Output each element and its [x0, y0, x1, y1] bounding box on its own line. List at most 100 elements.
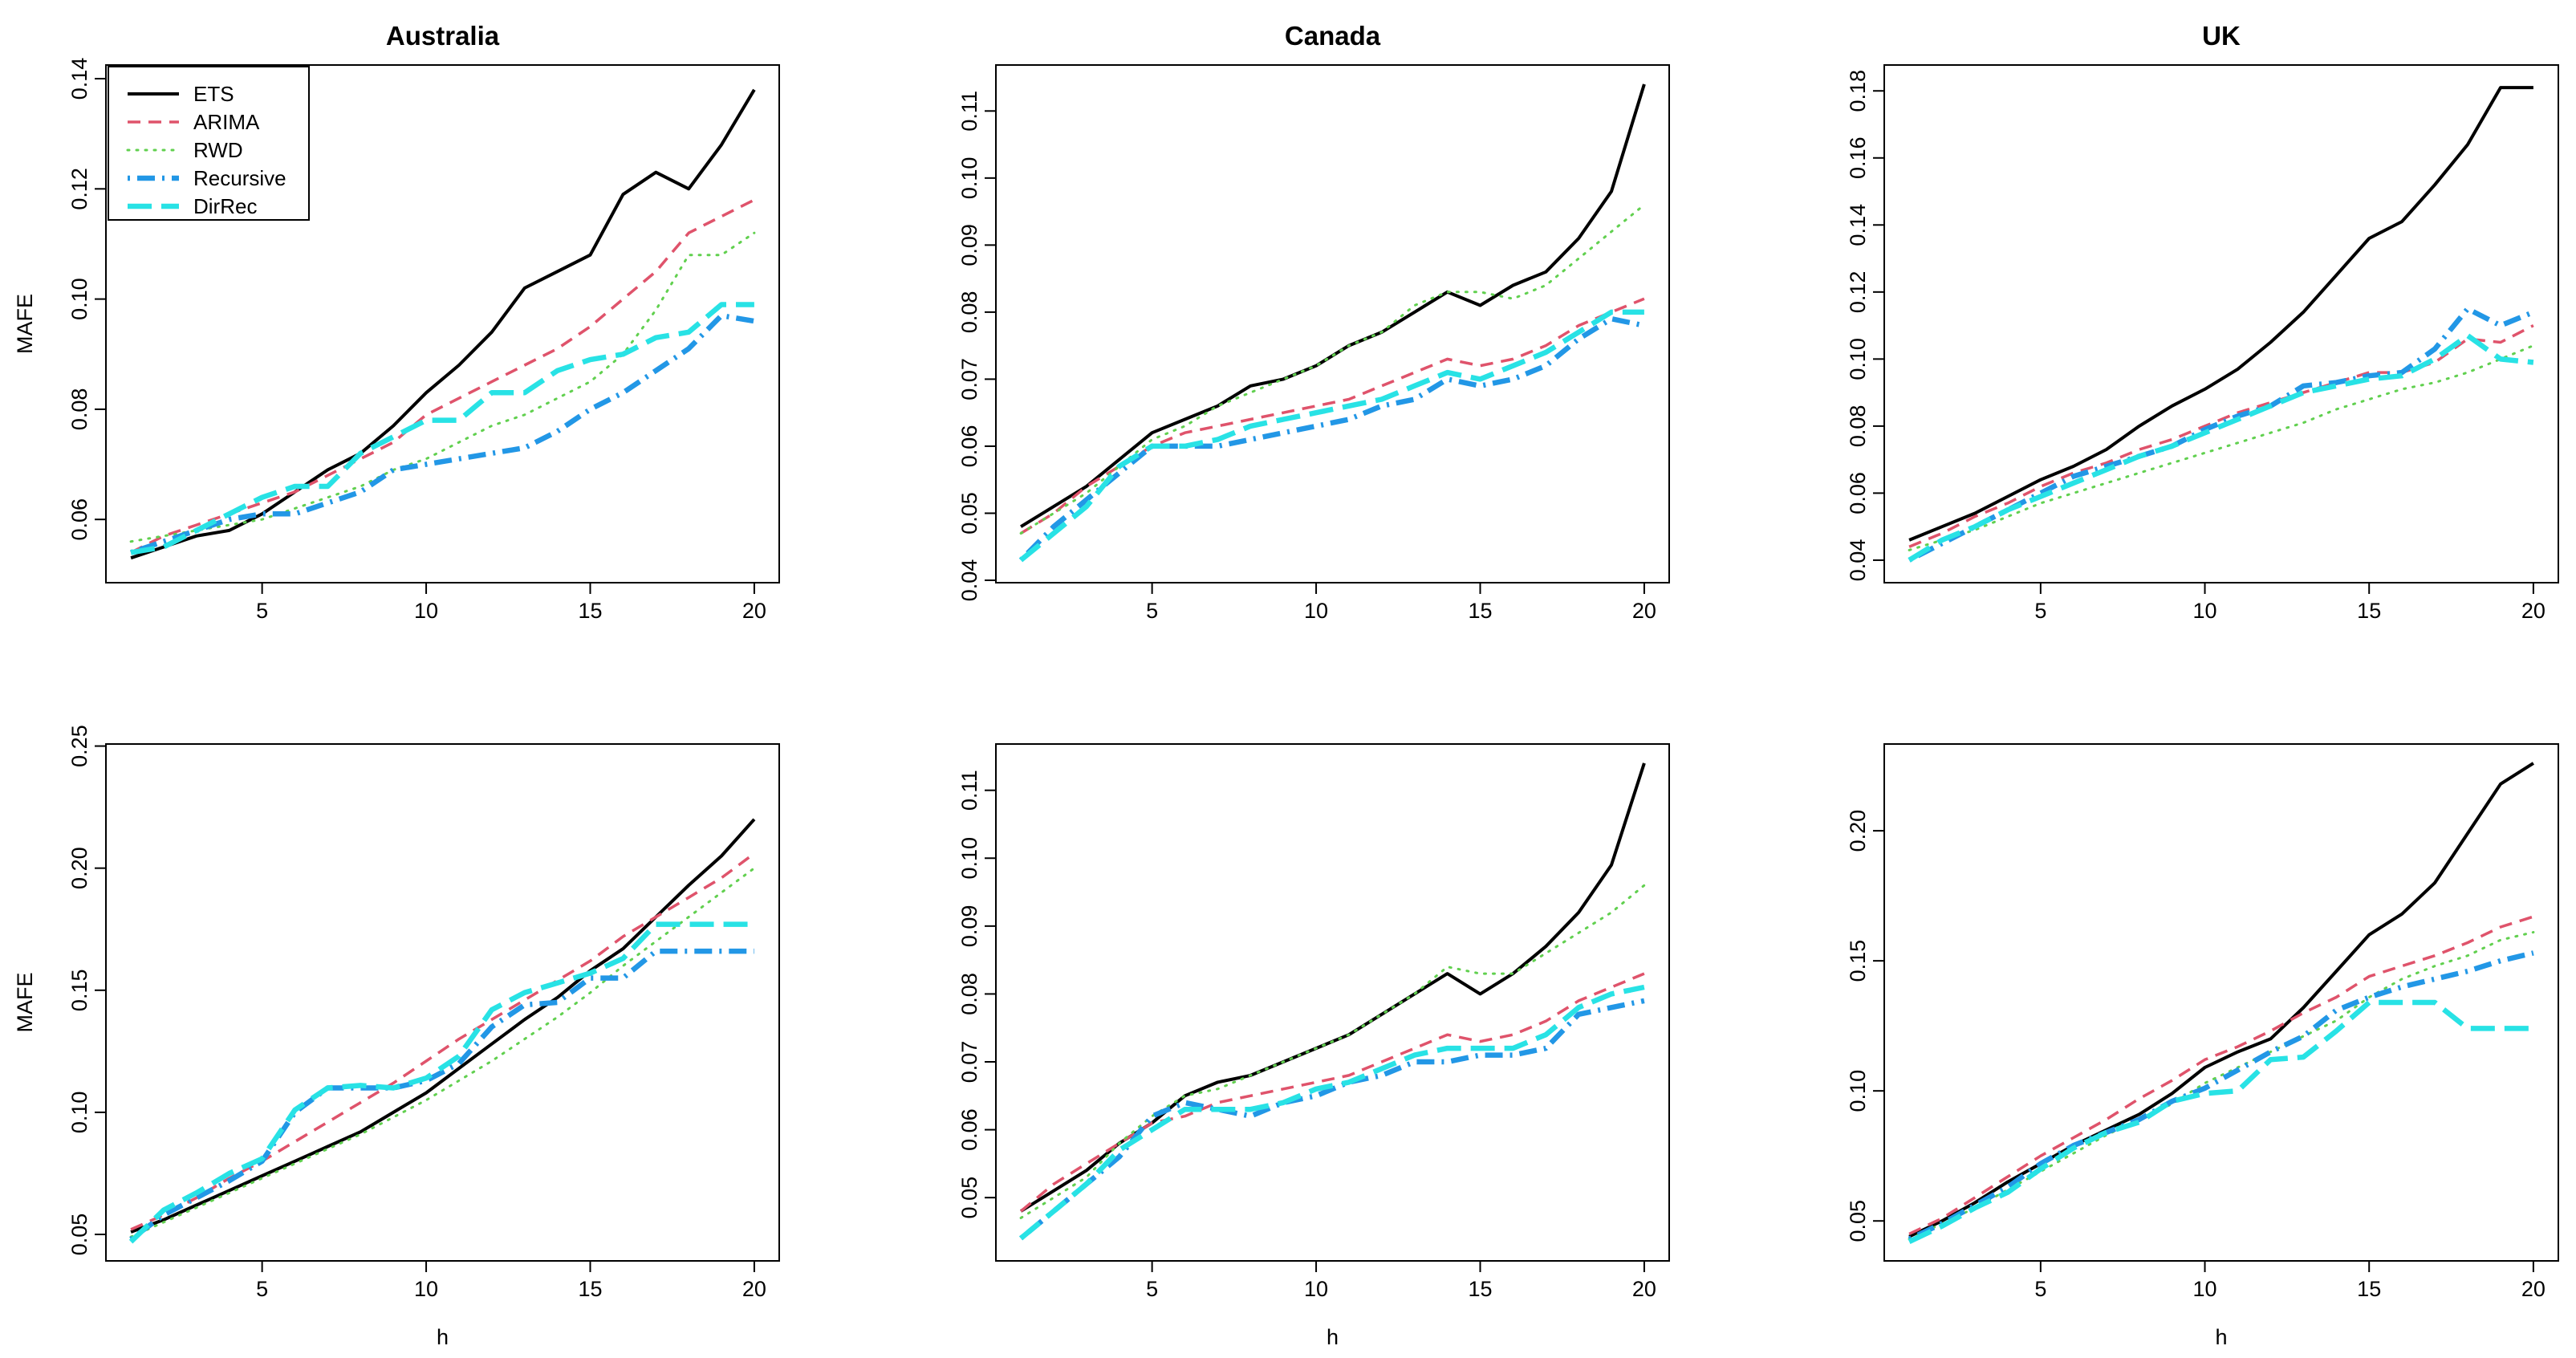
y-tick-label: 0.25	[67, 725, 91, 767]
x-tick-label: 5	[2034, 1277, 2046, 1301]
series-line-arima	[1908, 915, 2534, 1235]
x-tick-label: 20	[1632, 599, 1656, 623]
y-tick-label: 0.04	[957, 559, 981, 602]
legend-label-rwd: RWD	[193, 138, 243, 162]
panel-title: Australia	[386, 21, 500, 51]
series-line-dirrec	[1019, 309, 1644, 563]
y-tick-label: 0.10	[67, 1092, 91, 1134]
x-axis: 5 10 15 20	[256, 582, 766, 623]
y-axis: 0.04 0.06 0.08 0.10 0.12 0.14 0.16 0.18	[1846, 70, 1885, 581]
y-tick-label: 0.10	[957, 157, 981, 200]
x-axis: 5 10 15 20	[2034, 582, 2546, 623]
series-line-ets	[1020, 762, 1646, 1213]
x-axis-label: h	[1327, 1325, 1339, 1349]
y-tick-label: 0.07	[957, 1041, 981, 1084]
series-line-rwd	[1019, 884, 1646, 1219]
series-line-arima	[130, 198, 755, 554]
y-tick-label: 0.20	[1846, 810, 1870, 852]
y-axis: 0.05 0.10 0.15 0.20 0.25	[67, 725, 107, 1256]
x-tick-label: 10	[2193, 599, 2217, 623]
x-tick-label: 5	[256, 599, 268, 623]
series-lines	[1019, 762, 1646, 1241]
y-axis: 0.06 0.08 0.10 0.12 0.14	[67, 58, 107, 541]
panel-3: 5 10 15 20 0.05 0.10 0.15 0.20 0.25 MAFE h	[13, 725, 780, 1349]
y-tick-label: 0.05	[957, 492, 981, 535]
y-tick-label: 0.15	[67, 970, 91, 1012]
x-axis-label: h	[437, 1325, 449, 1349]
panel-title: Canada	[1285, 21, 1381, 51]
y-tick-label: 0.12	[1846, 271, 1870, 314]
series-lines	[128, 818, 756, 1244]
y-tick-label: 0.16	[1846, 136, 1870, 179]
y-axis: 0.05 0.06 0.07 0.08 0.09 0.10 0.11	[957, 770, 997, 1219]
x-tick-label: 15	[2357, 1277, 2381, 1301]
series-line-ets	[1908, 86, 2533, 542]
x-tick-label: 20	[742, 599, 766, 623]
series-line-rwd	[1019, 203, 1646, 535]
panel-title: UK	[2202, 21, 2241, 51]
series-line-recursive	[1019, 998, 1645, 1241]
y-axis-label: MAFE	[13, 972, 37, 1032]
series-line-dirrec	[130, 302, 754, 555]
y-tick-label: 0.09	[957, 224, 981, 266]
y-tick-label: 0.11	[957, 770, 981, 811]
plot-frame	[1883, 743, 2559, 1262]
y-tick-label: 0.08	[67, 388, 91, 431]
y-tick-label: 0.15	[1846, 940, 1870, 982]
series-line-dirrec	[128, 921, 754, 1244]
legend-label-ets: ETS	[193, 82, 234, 106]
y-tick-label: 0.06	[957, 1108, 981, 1151]
y-tick-label: 0.09	[957, 905, 981, 948]
panel-4: 5 10 15 20 0.05 0.06 0.07 0.08 0.09 0.10 0.11 h	[957, 743, 1670, 1349]
panel-2: UK 5 10 15 20 0.04 0.06 0.08 0.10 0.12 0.14 0.16 0.1…	[1846, 21, 2559, 623]
x-tick-label: 20	[742, 1277, 766, 1301]
y-tick-label: 0.18	[1846, 70, 1870, 112]
series-line-arima	[1019, 972, 1645, 1213]
panel-1: Canada 5 10 15 20 0.04 0.05 0.06 0.07 0.08 0.09 0.1…	[957, 21, 1670, 623]
x-tick-label: 5	[2034, 599, 2046, 623]
y-tick-label: 0.11	[957, 91, 981, 132]
y-tick-label: 0.06	[67, 498, 91, 541]
series-line-ets	[1908, 762, 2534, 1238]
legend-label-dirrec: DirRec	[193, 194, 257, 218]
y-tick-label: 0.08	[957, 973, 981, 1015]
y-tick-label: 0.07	[957, 358, 981, 400]
series-lines	[129, 88, 756, 560]
y-tick-label: 0.08	[1846, 405, 1870, 448]
panel-0: Australia 5 10 15 20 0.06 0.08 0.10 0.12 0.14 MAFE…	[13, 21, 780, 623]
series-lines	[1908, 86, 2535, 563]
series-line-dirrec	[1019, 984, 1645, 1241]
y-tick-label: 0.08	[957, 291, 981, 334]
series-line-dirrec	[1908, 332, 2534, 563]
y-tick-label: 0.05	[67, 1214, 91, 1256]
plot-frame	[995, 64, 1670, 583]
series-line-ets	[130, 88, 756, 560]
y-tick-label: 0.06	[1846, 472, 1870, 514]
x-tick-label: 15	[2357, 599, 2381, 623]
x-axis: 5 10 15 20	[1146, 1260, 1656, 1301]
y-tick-label: 0.10	[1846, 1070, 1870, 1112]
y-tick-label: 0.05	[957, 1177, 981, 1219]
y-tick-label: 0.14	[67, 58, 91, 100]
series-line-ets	[1020, 83, 1646, 528]
y-tick-label: 0.20	[67, 847, 91, 889]
x-tick-label: 5	[256, 1277, 268, 1301]
y-axis: 0.05 0.10 0.15 0.20	[1846, 810, 1885, 1242]
x-axis: 5 10 15 20	[256, 1260, 766, 1301]
x-axis: 5 10 15 20	[2034, 1260, 2546, 1301]
x-tick-label: 15	[1468, 1277, 1492, 1301]
x-tick-label: 10	[1304, 599, 1328, 623]
series-line-recursive	[1908, 950, 2534, 1242]
plot-frame	[995, 743, 1670, 1262]
legend-label-arima: ARIMA	[193, 110, 260, 134]
x-axis: 5 10 15 20	[1146, 582, 1656, 623]
x-tick-label: 20	[2521, 599, 2546, 623]
series-line-arima	[1020, 297, 1645, 535]
series-line-rwd	[129, 231, 756, 543]
y-tick-label: 0.12	[67, 168, 91, 210]
x-tick-label: 10	[414, 599, 438, 623]
legend: ETS ARIMA RWD Recursive DirRec	[108, 66, 310, 221]
series-line-recursive	[1018, 315, 1645, 563]
y-axis-label: MAFE	[13, 294, 37, 354]
